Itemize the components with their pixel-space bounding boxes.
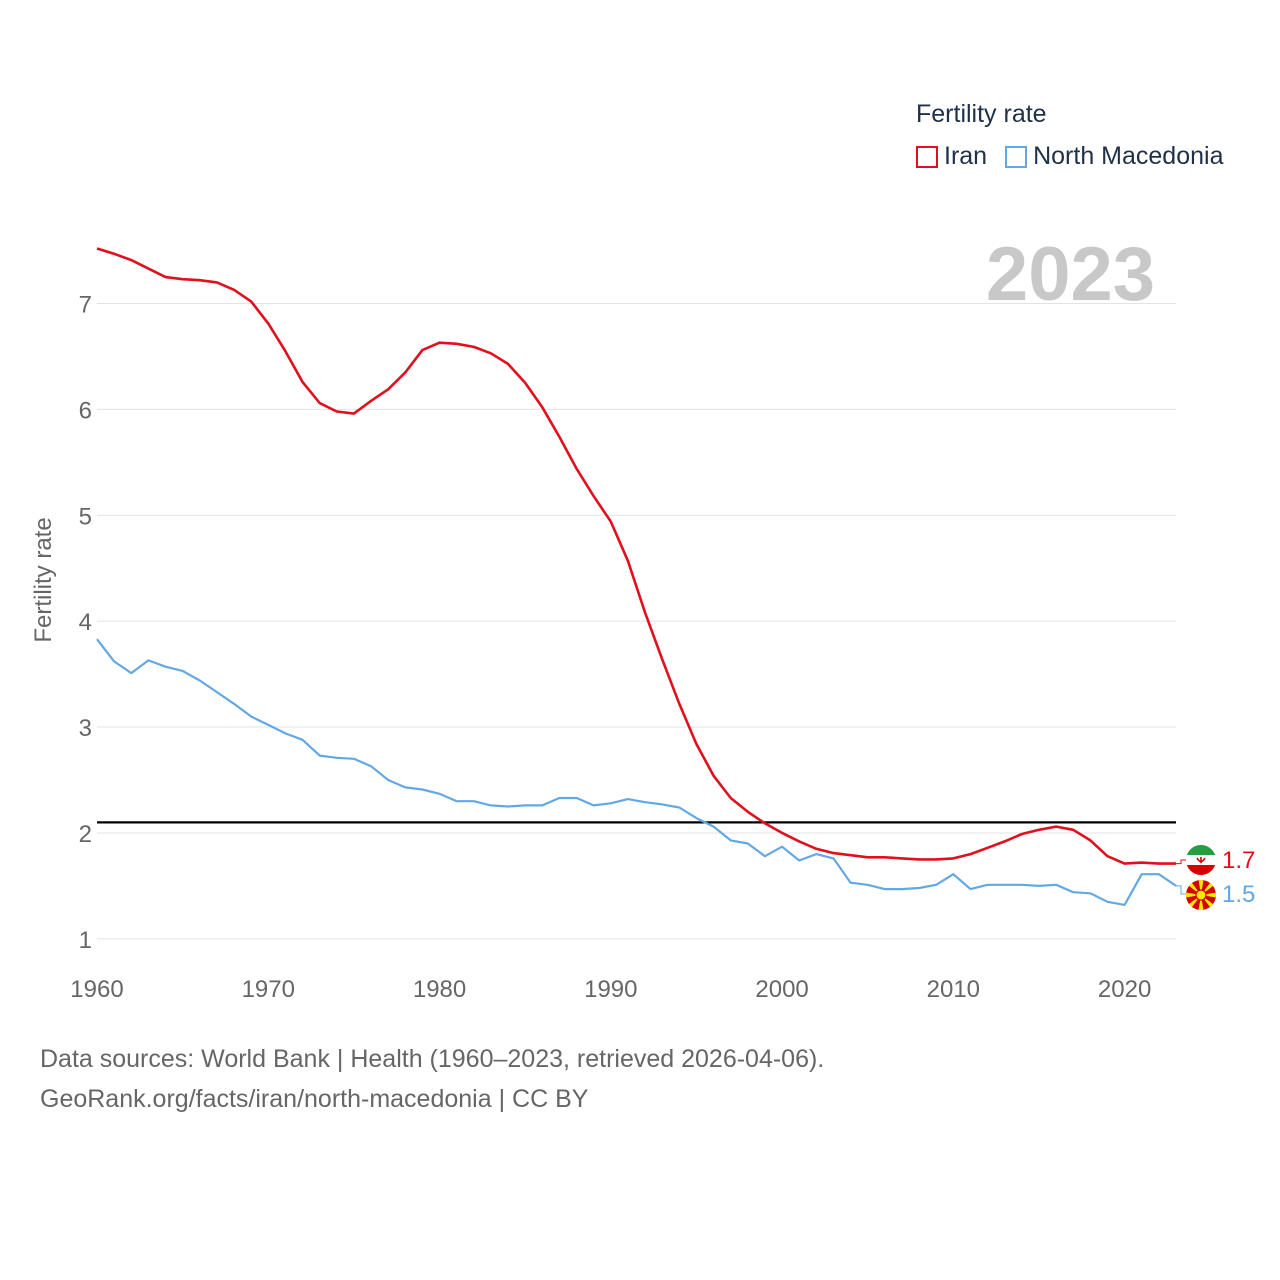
legend-item-north-macedonia[interactable]: North Macedonia	[1005, 142, 1223, 171]
legend-label-north-macedonia: North Macedonia	[1033, 142, 1224, 170]
x-axis-ticks: 1960 1970 1980 1990 2000 2010 2020	[70, 976, 1151, 1003]
legend-item-iran[interactable]: Iran	[916, 142, 987, 171]
end-connector-iran	[1176, 859, 1186, 865]
gridlines	[97, 303, 1176, 940]
series-line-north-macedonia	[96, 638, 1177, 907]
legend-swatch-iran	[916, 145, 938, 168]
x-tick-label: 1980	[413, 976, 466, 1003]
x-tick-label: 1990	[584, 976, 637, 1003]
y-tick-label: 1	[79, 927, 92, 954]
legend-swatch-north-macedonia	[1005, 145, 1028, 168]
end-value-label-north-macedonia: 1.5	[1222, 881, 1255, 908]
x-tick-label: 1960	[70, 976, 123, 1003]
x-tick-label: 2020	[1098, 976, 1151, 1003]
y-tick-label: 7	[79, 292, 92, 319]
y-axis-label: Fertility rate	[30, 517, 57, 642]
end-labels: 1.71.5	[1176, 845, 1255, 910]
x-tick-label: 2010	[927, 976, 980, 1003]
y-tick-label: 4	[79, 609, 92, 636]
y-tick-label: 3	[79, 715, 92, 742]
y-axis-ticks: 1 2 3 4 5 6 7	[79, 292, 92, 954]
end-connector-north-macedonia	[1176, 885, 1186, 895]
legend: Iran North Macedonia	[916, 142, 1241, 171]
north-macedonia-flag-icon	[1186, 880, 1216, 910]
iran-flag-icon	[1186, 845, 1216, 875]
legend-title: Fertility rate	[916, 100, 1047, 128]
x-tick-label: 1970	[242, 976, 295, 1003]
y-tick-label: 5	[79, 503, 92, 530]
attribution-link[interactable]: GeoRank.org/facts/iran/north-macedonia |…	[40, 1085, 589, 1113]
legend-label-iran: Iran	[944, 142, 988, 170]
series-lines	[96, 247, 1177, 907]
series-line-iran	[96, 247, 1176, 865]
data-source-note: Data sources: World Bank | Health (1960–…	[40, 1045, 825, 1073]
x-tick-label: 2000	[755, 976, 808, 1003]
end-value-label-iran: 1.7	[1222, 847, 1255, 874]
year-watermark: 2023	[986, 232, 1155, 317]
y-tick-label: 2	[79, 821, 92, 848]
y-tick-label: 6	[79, 397, 92, 424]
